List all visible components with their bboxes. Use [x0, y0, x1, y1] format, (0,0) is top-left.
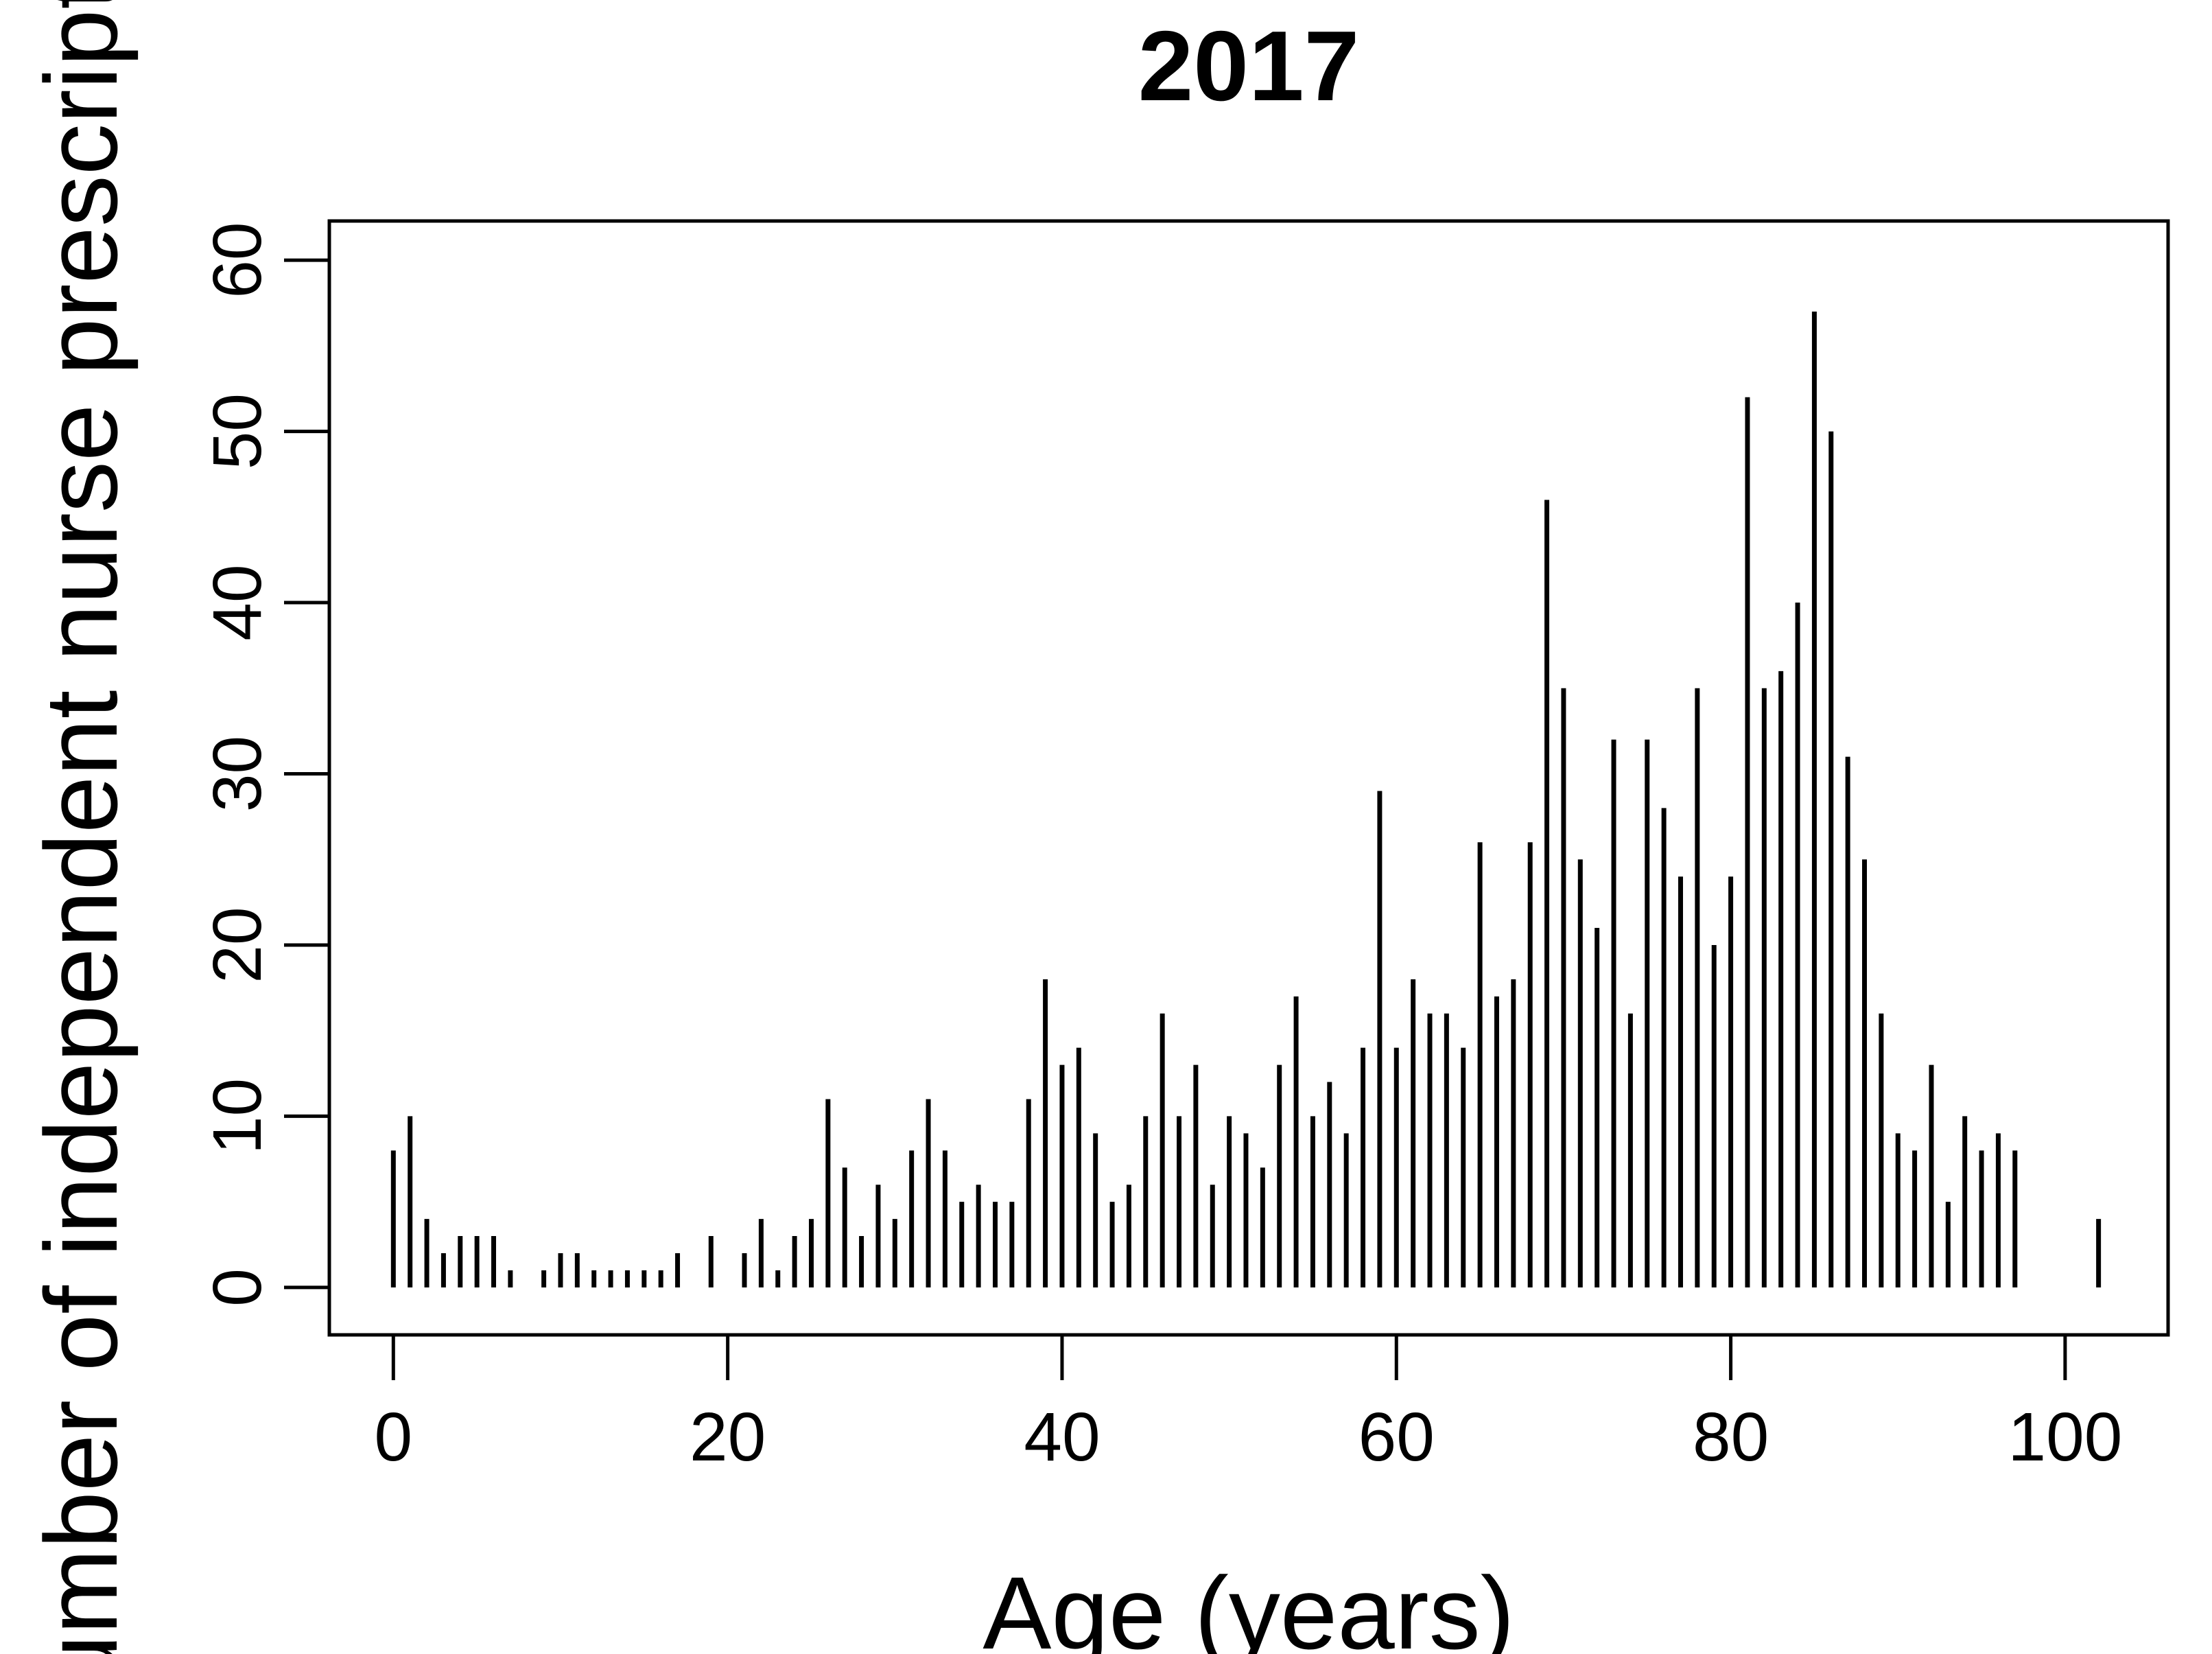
y-tick-label: 10 — [199, 1078, 276, 1154]
chart-title: 2017 — [1138, 10, 1360, 121]
x-tick-label: 80 — [1693, 1399, 1769, 1476]
x-tick-label: 20 — [690, 1399, 766, 1476]
y-tick-label: 50 — [199, 393, 276, 469]
y-tick-label: 40 — [199, 564, 276, 640]
spikes-group — [390, 311, 2102, 1288]
x-tick-label: 40 — [1024, 1399, 1100, 1476]
x-tick-label: 60 — [1358, 1399, 1435, 1476]
plot-box — [327, 219, 2170, 1337]
y-tick-label: 0 — [199, 1268, 276, 1307]
y-axis-ticks — [284, 258, 329, 1290]
y-tick-label: 20 — [199, 907, 276, 983]
x-tick-label: 0 — [375, 1399, 413, 1476]
x-axis-ticks — [391, 1335, 2067, 1380]
x-tick-label: 100 — [2008, 1399, 2122, 1476]
y-axis-tick-labels: 0 10 20 30 40 50 60 — [199, 222, 276, 1307]
y-tick-label: 30 — [199, 736, 276, 812]
x-axis-label: Age (years) — [983, 1555, 1514, 1654]
y-tick-label: 60 — [199, 222, 276, 299]
x-axis-tick-labels: 0 20 40 60 80 100 — [375, 1399, 2123, 1476]
y-axis-label: Number of independent nurse prescription… — [23, 0, 139, 1654]
